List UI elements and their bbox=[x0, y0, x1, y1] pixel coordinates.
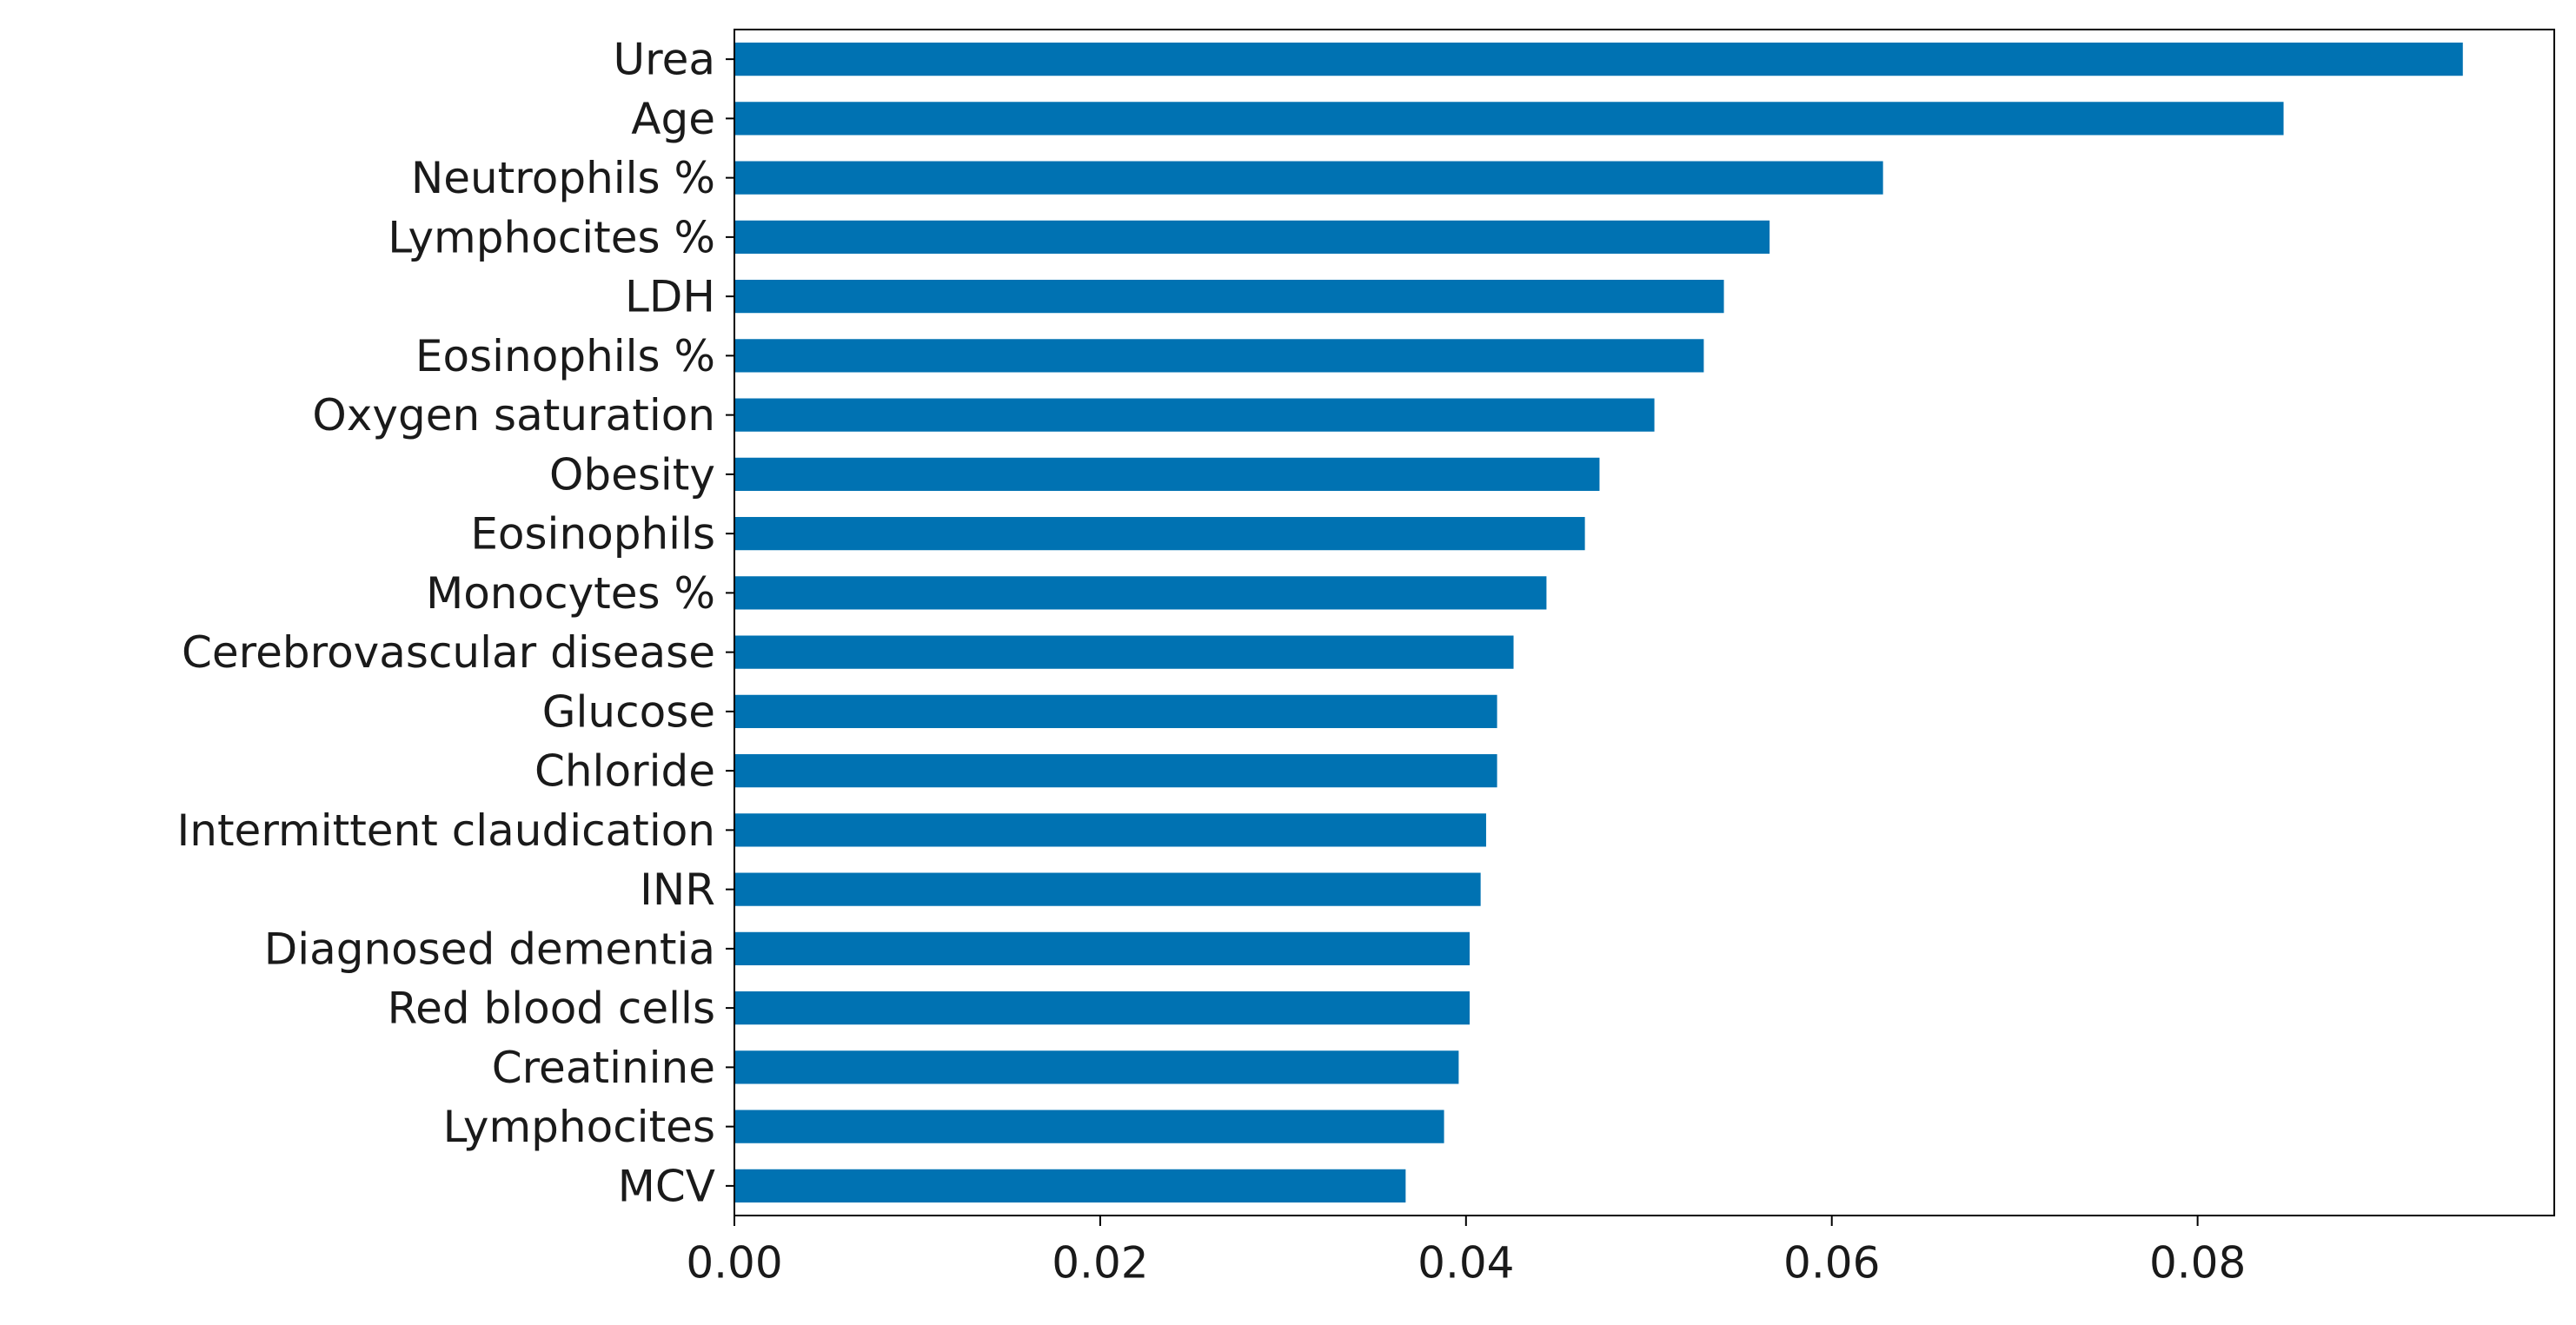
bar bbox=[734, 813, 1486, 847]
y-tick-label: Creatinine bbox=[492, 1043, 715, 1093]
bar bbox=[734, 694, 1497, 728]
y-tick-label: Cerebrovascular disease bbox=[182, 627, 715, 678]
bar bbox=[734, 220, 1770, 254]
bar bbox=[734, 754, 1497, 788]
y-tick-label: Diagnosed dementia bbox=[264, 924, 715, 974]
bar bbox=[734, 102, 2284, 136]
bar bbox=[734, 1169, 1406, 1202]
bar bbox=[734, 398, 1655, 432]
y-tick-label: Lymphocites bbox=[443, 1102, 715, 1152]
y-tick-label: INR bbox=[640, 865, 715, 915]
bar bbox=[734, 339, 1704, 373]
y-tick-label: Red blood cells bbox=[388, 984, 715, 1034]
bar bbox=[734, 457, 1600, 491]
bar bbox=[734, 161, 1883, 195]
bar bbox=[734, 991, 1471, 1025]
y-tick-label: Intermittent claudication bbox=[177, 805, 715, 856]
y-tick-label: MCV bbox=[618, 1161, 715, 1211]
y-tick-label: Glucose bbox=[542, 686, 715, 737]
bar bbox=[734, 43, 2463, 76]
y-tick-label: Neutrophils % bbox=[411, 153, 715, 203]
bar bbox=[734, 1110, 1444, 1143]
bar bbox=[734, 1050, 1459, 1084]
y-tick-label: Oxygen saturation bbox=[312, 390, 715, 441]
plot-frame bbox=[734, 29, 2555, 1216]
y-tick-label: Chloride bbox=[534, 746, 715, 797]
y-tick-label: Monocytes % bbox=[426, 568, 715, 619]
y-tick-label: Age bbox=[631, 94, 715, 144]
x-tick-label: 0.08 bbox=[2149, 1238, 2246, 1289]
bar bbox=[734, 635, 1514, 669]
x-tick-label: 0.02 bbox=[1052, 1238, 1148, 1289]
x-tick-label: 0.04 bbox=[1417, 1238, 1514, 1289]
y-tick-label: Eosinophils % bbox=[415, 331, 715, 381]
bar bbox=[734, 872, 1481, 906]
bar bbox=[734, 931, 1471, 965]
y-tick-label: Lymphocites % bbox=[388, 212, 715, 262]
y-tick-label: Obesity bbox=[549, 449, 715, 500]
bar bbox=[734, 576, 1547, 610]
x-tick-label: 0.00 bbox=[686, 1238, 782, 1289]
x-tick-label: 0.06 bbox=[1783, 1238, 1880, 1289]
bar bbox=[734, 280, 1724, 314]
y-tick-label: Eosinophils bbox=[470, 509, 715, 560]
y-tick-label: LDH bbox=[625, 272, 715, 322]
y-tick-label: Urea bbox=[614, 35, 715, 85]
bar bbox=[734, 517, 1585, 551]
